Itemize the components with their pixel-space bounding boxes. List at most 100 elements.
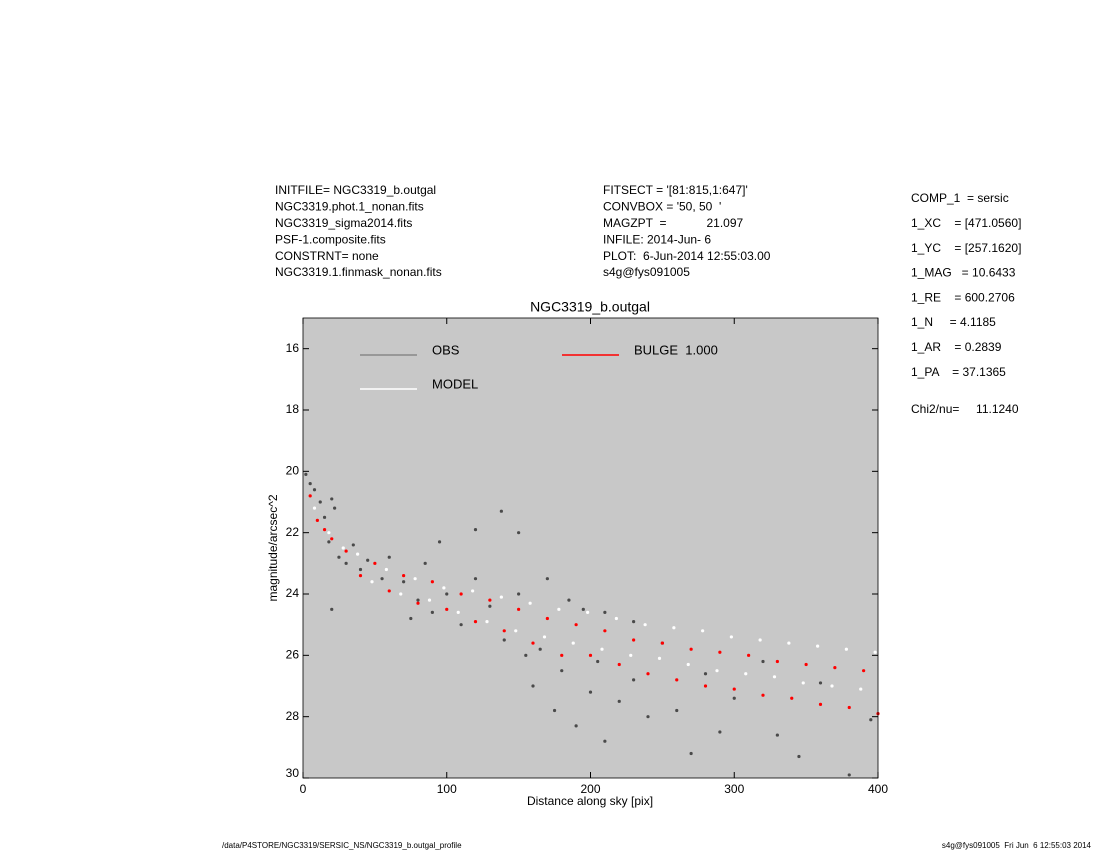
- point: [761, 693, 765, 697]
- point: [545, 616, 549, 621]
- point: [517, 607, 521, 611]
- point: [603, 629, 607, 633]
- point: [703, 672, 708, 676]
- header-right: 1_MAG = 10.6433: [911, 266, 1016, 280]
- point: [715, 669, 719, 673]
- footer-path: /data/P4STORE/NGC3319/SERSIC_NS/NGC3319_…: [222, 841, 462, 850]
- point: [502, 638, 506, 642]
- header-middle: s4g@fys091005: [603, 265, 690, 279]
- legend-label: MODEL: [432, 376, 478, 391]
- point: [833, 666, 837, 670]
- point: [330, 497, 334, 501]
- point: [672, 626, 676, 630]
- x-tick-label: 0: [300, 782, 307, 796]
- point: [502, 629, 506, 633]
- point: [632, 678, 636, 682]
- point: [416, 598, 420, 602]
- point: [456, 610, 460, 615]
- point: [847, 705, 851, 710]
- point: [689, 647, 693, 651]
- point: [358, 567, 363, 572]
- point: [775, 733, 779, 737]
- point: [797, 754, 801, 759]
- point: [758, 638, 762, 642]
- chart-title: NGC3319_b.outgal: [530, 299, 650, 315]
- point: [488, 598, 492, 602]
- legend-label: OBS: [432, 342, 460, 357]
- point: [356, 552, 360, 556]
- point: [560, 669, 564, 673]
- point: [473, 620, 478, 624]
- point: [524, 653, 528, 657]
- header-left: CONSTRNT= none: [275, 249, 379, 263]
- point: [844, 647, 848, 651]
- point: [531, 684, 535, 688]
- header-left: NGC3319.1.finmask_nonan.fits: [275, 265, 442, 279]
- point: [517, 531, 521, 535]
- point: [588, 690, 593, 694]
- point: [312, 488, 317, 492]
- point: [675, 708, 679, 713]
- point: [351, 543, 355, 547]
- point: [373, 561, 377, 565]
- point: [318, 500, 322, 504]
- point: [315, 518, 319, 523]
- point: [557, 607, 561, 611]
- header-middle: MAGZPT = 21.097: [603, 216, 743, 230]
- point: [387, 589, 391, 593]
- point: [596, 659, 600, 664]
- point: [485, 620, 489, 624]
- point: [517, 592, 521, 596]
- point: [327, 531, 331, 535]
- point: [804, 662, 808, 667]
- point: [380, 577, 384, 581]
- point: [384, 567, 388, 572]
- point: [344, 549, 348, 553]
- header-left: PSF-1.composite.fits: [275, 232, 386, 246]
- header-middle: FITSECT = '[81:815,1:647]': [603, 183, 748, 197]
- point: [574, 724, 578, 728]
- point: [473, 577, 478, 581]
- point: [344, 561, 348, 565]
- point: [413, 577, 417, 581]
- header-right: 1_N = 4.1185: [911, 315, 996, 329]
- x-tick-label: 200: [580, 782, 600, 796]
- header-left: INITFILE= NGC3319_b.outgal: [275, 183, 436, 197]
- point: [686, 662, 690, 667]
- point: [701, 629, 705, 633]
- x-tick-label: 400: [868, 782, 888, 796]
- point: [747, 653, 751, 657]
- header-middle: INFILE: 2014-Jun- 6: [603, 232, 711, 246]
- point: [322, 528, 327, 532]
- point: [729, 635, 733, 639]
- point: [514, 629, 518, 633]
- header-middle: CONVBOX = '50, 50 ': [603, 200, 721, 214]
- header-middle: PLOT: 6-Jun-2014 12:55:03.00: [603, 249, 771, 263]
- y-axis-label: magnitude/arcsec^2: [266, 494, 280, 601]
- point: [531, 641, 535, 645]
- point: [862, 669, 866, 673]
- legend-label: BULGE 1.000: [634, 342, 718, 357]
- point: [586, 610, 590, 615]
- x-axis-label: Distance along sky [pix]: [527, 794, 653, 808]
- point: [366, 558, 370, 562]
- point: [761, 659, 765, 664]
- point: [873, 650, 877, 654]
- point: [330, 537, 334, 541]
- point: [617, 662, 621, 667]
- point: [437, 540, 442, 544]
- point: [614, 616, 618, 621]
- point: [538, 647, 542, 651]
- point: [304, 472, 308, 476]
- point: [772, 675, 777, 679]
- point: [816, 644, 820, 648]
- point: [632, 620, 636, 624]
- y-tick-label: 18: [286, 402, 300, 416]
- point: [581, 607, 585, 611]
- point: [312, 506, 317, 510]
- point: [574, 623, 578, 627]
- x-tick-label: 100: [437, 782, 457, 796]
- point: [732, 696, 736, 700]
- point: [675, 678, 679, 682]
